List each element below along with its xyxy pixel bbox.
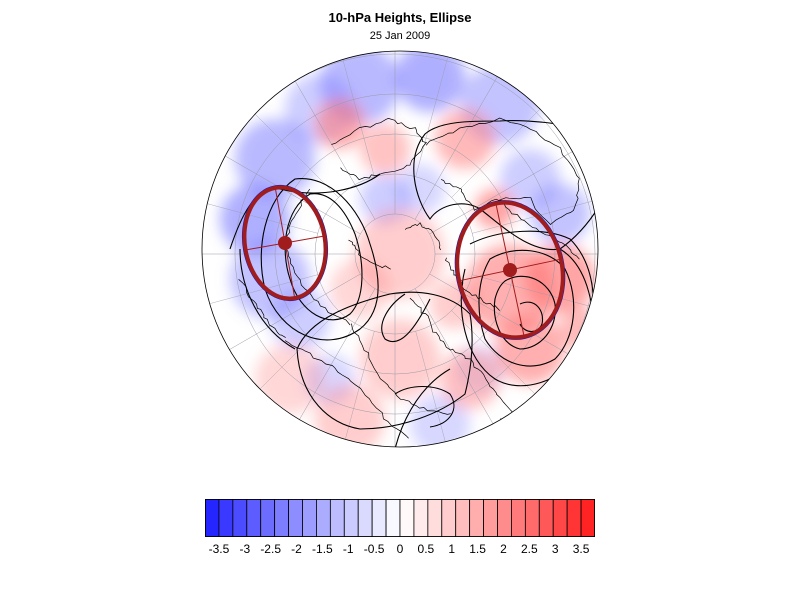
colorbar-box — [399, 499, 415, 537]
vortex-ellipses — [241, 184, 566, 340]
colorbar-box — [246, 499, 262, 537]
colorbar-box — [538, 499, 554, 537]
colorbar-tick-labels: -3.5 -3 -2.5 -2 -1.5 -1 -0.5 0 0.5 1 1.5 2 2.5 3 3.5 — [0, 542, 800, 562]
colorbar-tick-label: 2.5 — [520, 542, 538, 556]
colorbar-tick-label: -1.5 — [312, 542, 333, 556]
colorbar-box — [497, 499, 512, 537]
colorbar-tick-label: 1.5 — [469, 542, 486, 556]
plot-subtitle: 25 Jan 2009 — [369, 30, 431, 42]
colorbar-tick-label: -1 — [342, 542, 354, 556]
colorbar-tick-label: -3 — [239, 542, 251, 556]
colorbar-tick-label: -3.5 — [208, 542, 230, 556]
colorbar-tick-label: 3 — [551, 542, 559, 556]
colorbar-tick-label: 1 — [448, 542, 456, 556]
colorbar-tick-label: 3.5 — [572, 542, 590, 556]
colorbar-box — [413, 499, 429, 537]
colorbar-box — [371, 499, 387, 537]
colorbar-box — [483, 499, 498, 537]
colorbar-box — [441, 499, 457, 537]
colorbar-box — [205, 499, 220, 537]
colorbar-tick-label: 0 — [396, 542, 404, 556]
colorbar-tick-label: 2 — [500, 542, 507, 556]
colorbar-box — [455, 499, 471, 537]
colorbar-box — [343, 499, 359, 537]
colorbar-tick-label: -2 — [291, 542, 302, 556]
colorbar-box — [427, 499, 443, 537]
colorbar-box — [469, 499, 484, 537]
colorbar — [205, 499, 595, 537]
colorbar-box — [385, 499, 401, 537]
colorbar-tick-label: -2.5 — [260, 542, 281, 556]
colorbar-tick-label: 0.5 — [417, 542, 435, 556]
colorbar-box — [552, 499, 568, 537]
colorbar-box — [316, 499, 331, 537]
colorbar-box — [566, 499, 582, 537]
colorbar-box — [288, 499, 303, 537]
colorbar-box — [511, 499, 526, 537]
colorbar-box — [580, 499, 595, 537]
colorbar-box — [232, 499, 248, 537]
polar-map — [201, 50, 599, 448]
colorbar-box — [329, 499, 345, 537]
colorbar-box — [260, 499, 276, 537]
plot-title: 10-hPa Heights, Ellipse — [328, 10, 472, 25]
colorbar-box — [524, 499, 540, 537]
map-boundary — [201, 50, 599, 448]
colorbar-box — [218, 499, 234, 537]
colorbar-box — [274, 499, 289, 537]
colorbar-box — [357, 499, 373, 537]
colorbar-tick-label: -0.5 — [363, 542, 385, 556]
colorbar-box — [302, 499, 317, 537]
